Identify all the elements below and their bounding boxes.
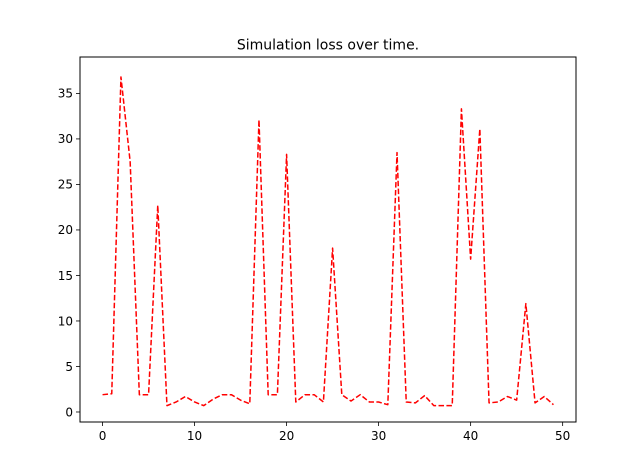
- x-tick-label: 30: [371, 429, 386, 443]
- y-tick-label: 25: [58, 178, 73, 192]
- y-tick-label: 15: [58, 269, 73, 283]
- chart-title: Simulation loss over time.: [237, 38, 419, 54]
- y-axis: 0 5 10 15 20 25 30 35: [58, 87, 80, 419]
- x-axis: 0 10 20 30 40 50: [99, 422, 570, 443]
- y-tick-label: 10: [58, 314, 73, 328]
- y-tick-label: 30: [58, 132, 73, 146]
- x-tick-label: 50: [555, 429, 570, 443]
- series-line-0: [102, 76, 554, 407]
- axes-frame: [79, 56, 577, 423]
- x-tick-label: 40: [463, 429, 478, 443]
- x-tick-label: 10: [187, 429, 202, 443]
- y-tick-label: 0: [65, 405, 73, 419]
- y-tick-label: 35: [58, 87, 73, 101]
- plot-area: [102, 76, 554, 407]
- x-tick-label: 0: [99, 429, 107, 443]
- x-tick-label: 20: [279, 429, 294, 443]
- y-tick-label: 20: [58, 223, 73, 237]
- y-tick-label: 5: [65, 360, 73, 374]
